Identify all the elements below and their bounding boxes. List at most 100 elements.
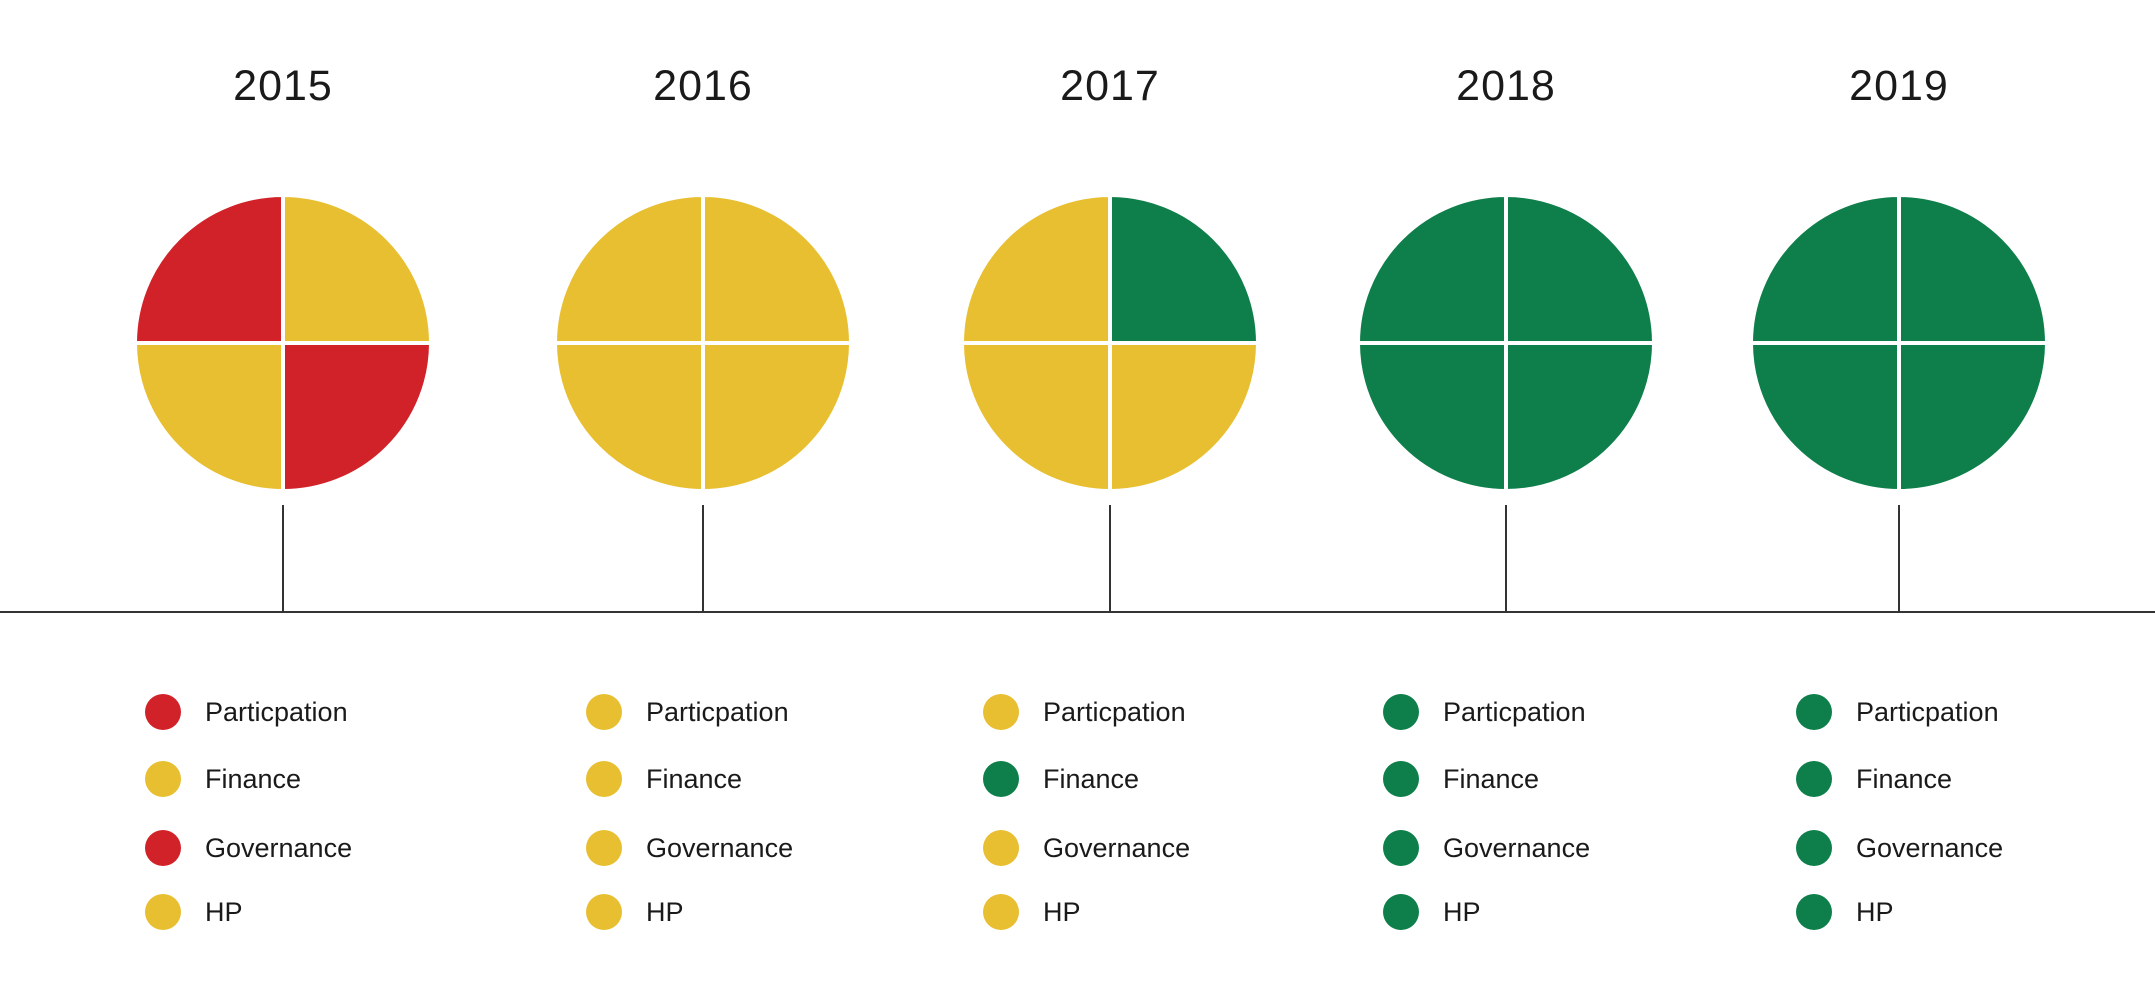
legend-item: Finance — [586, 761, 742, 797]
legend-label: Governance — [1856, 833, 2003, 863]
pie-quadrant-bottom-right — [701, 341, 854, 494]
legend: Particpation Finance Governance HP — [1383, 694, 1590, 930]
status-pie — [1355, 192, 1657, 494]
legend-label: Particpation — [205, 697, 348, 727]
legend-label: HP — [205, 897, 243, 927]
legend-item: Governance — [145, 830, 352, 866]
year-column-2016: 2016 Particpation Finance Governance HP — [552, 62, 854, 930]
legend-label: HP — [1856, 897, 1894, 927]
status-pie — [1748, 192, 2050, 494]
legend-label: Governance — [646, 833, 793, 863]
legend-item: Particpation — [983, 694, 1186, 730]
pie-quadrant-bottom-left — [1748, 341, 1901, 494]
pie-quadrant-top-left — [959, 192, 1112, 345]
pie-quadrant-bottom-left — [552, 341, 705, 494]
legend-label: Finance — [205, 764, 301, 794]
legend-dot — [1383, 694, 1419, 730]
legend-item: HP — [586, 894, 684, 930]
legend-item: Particpation — [586, 694, 789, 730]
legend-item: Governance — [586, 830, 793, 866]
legend-item: Governance — [1383, 830, 1590, 866]
legend-dot — [1796, 830, 1832, 866]
legend-label: Governance — [1443, 833, 1590, 863]
legend-item: Finance — [1796, 761, 1952, 797]
legend-item: Governance — [1796, 830, 2003, 866]
legend: Particpation Finance Governance HP — [983, 694, 1190, 930]
status-pie — [959, 192, 1261, 494]
legend-dot — [1796, 894, 1832, 930]
legend-dot — [983, 694, 1019, 730]
legend-label: Particpation — [646, 697, 789, 727]
pie-quadrant-bottom-left — [132, 341, 285, 494]
pie-quadrant-top-left — [1748, 192, 1901, 345]
year-label: 2018 — [1456, 62, 1556, 110]
legend-dot — [586, 830, 622, 866]
year-label: 2017 — [1060, 62, 1160, 110]
year-column-2017: 2017 Particpation Finance Governance HP — [959, 62, 1261, 930]
legend-dot — [983, 894, 1019, 930]
legend-dot — [145, 694, 181, 730]
legend-dot — [983, 761, 1019, 797]
year-label: 2016 — [653, 62, 753, 110]
year-column-2015: 2015 Particpation Finance Governance HP — [132, 62, 434, 930]
year-column-2019: 2019 Particpation Finance Governance HP — [1748, 62, 2050, 930]
pie-quadrant-top-right — [1897, 192, 2050, 345]
legend-item: Governance — [983, 830, 1190, 866]
year-label: 2015 — [233, 62, 333, 110]
legend-item: HP — [1383, 894, 1481, 930]
pie-quadrant-top-left — [132, 192, 285, 345]
pie-quadrant-bottom-right — [1108, 341, 1261, 494]
pie-quadrant-bottom-right — [1897, 341, 2050, 494]
pie-quadrant-top-left — [1355, 192, 1508, 345]
pie-quadrant-bottom-left — [959, 341, 1112, 494]
status-pie — [552, 192, 854, 494]
legend-item: HP — [1796, 894, 1894, 930]
legend-dot — [145, 830, 181, 866]
legend-dot — [1383, 830, 1419, 866]
legend-dot — [983, 830, 1019, 866]
legend-label: Finance — [1443, 764, 1539, 794]
legend-dot — [1383, 761, 1419, 797]
pie-quadrant-top-right — [281, 192, 434, 345]
legend-dot — [1383, 894, 1419, 930]
pie-quadrant-top-right — [701, 192, 854, 345]
legend-item: HP — [145, 894, 243, 930]
legend-label: HP — [1043, 897, 1081, 927]
legend-dot — [1796, 761, 1832, 797]
legend-label: Particpation — [1443, 697, 1586, 727]
legend-dot — [586, 894, 622, 930]
legend-dot — [145, 761, 181, 797]
status-pie — [132, 192, 434, 494]
legend-item: Finance — [145, 761, 301, 797]
legend-item: Finance — [983, 761, 1139, 797]
legend-item: Particpation — [145, 694, 348, 730]
legend-label: Governance — [1043, 833, 1190, 863]
legend: Particpation Finance Governance HP — [145, 694, 352, 930]
year-label: 2019 — [1849, 62, 1949, 110]
legend-label: Finance — [646, 764, 742, 794]
pie-quadrant-bottom-right — [281, 341, 434, 494]
pie-quadrant-top-right — [1108, 192, 1261, 345]
legend-dot — [586, 694, 622, 730]
legend-item: Finance — [1383, 761, 1539, 797]
legend-label: Particpation — [1043, 697, 1186, 727]
legend-label: Finance — [1856, 764, 1952, 794]
legend-dot — [1796, 694, 1832, 730]
legend-label: HP — [1443, 897, 1481, 927]
legend-label: Finance — [1043, 764, 1139, 794]
legend-item: HP — [983, 894, 1081, 930]
pie-quadrant-top-right — [1504, 192, 1657, 345]
legend-dot — [145, 894, 181, 930]
legend-item: Particpation — [1796, 694, 1999, 730]
legend-label: HP — [646, 897, 684, 927]
legend: Particpation Finance Governance HP — [586, 694, 793, 930]
legend-item: Particpation — [1383, 694, 1586, 730]
year-column-2018: 2018 Particpation Finance Governance HP — [1355, 62, 1657, 930]
pie-quadrant-bottom-right — [1504, 341, 1657, 494]
legend-dot — [586, 761, 622, 797]
legend: Particpation Finance Governance HP — [1796, 694, 2003, 930]
legend-label: Governance — [205, 833, 352, 863]
pie-quadrant-bottom-left — [1355, 341, 1508, 494]
pie-quadrant-top-left — [552, 192, 705, 345]
